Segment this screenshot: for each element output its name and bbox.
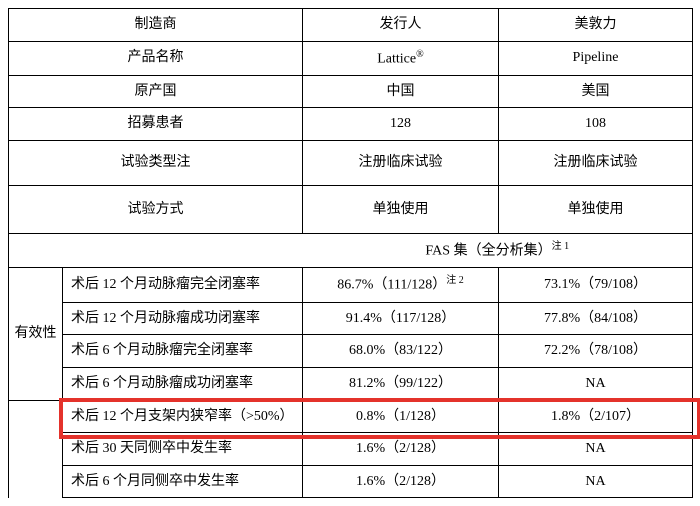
r4-label: 术后 6 个月动脉瘤成功闭塞率 xyxy=(63,367,303,400)
col-medtronic: 美敦力 xyxy=(499,9,693,42)
col-issuer: 发行人 xyxy=(303,9,499,42)
comparison-table: 制造商 发行人 美敦力 产品名称 Lattice® Pipeline 原产国 中… xyxy=(8,8,693,498)
origin-issuer: 中国 xyxy=(303,75,499,108)
r6-v1: 1.6%（2/128） xyxy=(303,433,499,466)
row-recruit: 招募患者 128 108 xyxy=(9,108,693,141)
r5-v2: 1.8%（2/107） xyxy=(499,400,693,433)
r7-v2: NA xyxy=(499,465,693,498)
r5-label: 术后 12 个月支架内狭窄率（>50%） xyxy=(63,400,303,433)
row-r2: 术后 12 个月动脉瘤成功闭塞率 91.4%（117/128） 77.8%（84… xyxy=(9,302,693,335)
product-issuer: Lattice® xyxy=(303,41,499,75)
r1-label: 术后 12 个月动脉瘤完全闭塞率 xyxy=(63,268,303,302)
r1-v2: 73.1%（79/108） xyxy=(499,268,693,302)
trialtype-medtronic: 注册临床试验 xyxy=(499,141,693,186)
row-r3: 术后 6 个月动脉瘤完全闭塞率 68.0%（83/122） 72.2%（78/1… xyxy=(9,335,693,368)
row-trialtype: 试验类型注 注册临床试验 注册临床试验 xyxy=(9,141,693,186)
fas-header-cell: FAS 集（全分析集）注 1 xyxy=(303,234,693,268)
r2-v2: 77.8%（84/108） xyxy=(499,302,693,335)
recruit-label: 招募患者 xyxy=(9,108,303,141)
r3-label: 术后 6 个月动脉瘤完全闭塞率 xyxy=(63,335,303,368)
fas-spacer xyxy=(9,234,303,268)
row-manufacturer: 制造商 发行人 美敦力 xyxy=(9,9,693,42)
r2-v1: 91.4%（117/128） xyxy=(303,302,499,335)
origin-medtronic: 美国 xyxy=(499,75,693,108)
r3-v1: 68.0%（83/122） xyxy=(303,335,499,368)
row-r5: 术后 12 个月支架内狭窄率（>50%） 0.8%（1/128） 1.8%（2/… xyxy=(9,400,693,433)
method-medtronic: 单独使用 xyxy=(499,185,693,234)
group-effectiveness: 有效性 xyxy=(9,268,63,400)
r4-v1: 81.2%（99/122） xyxy=(303,367,499,400)
row-fas-header: FAS 集（全分析集）注 1 xyxy=(9,234,693,268)
product-label: 产品名称 xyxy=(9,41,303,75)
method-label: 试验方式 xyxy=(9,185,303,234)
r7-v1: 1.6%（2/128） xyxy=(303,465,499,498)
manufacturer-label: 制造商 xyxy=(9,9,303,42)
r6-label: 术后 30 天同侧卒中发生率 xyxy=(63,433,303,466)
row-r1: 有效性 术后 12 个月动脉瘤完全闭塞率 86.7%（111/128）注 2 7… xyxy=(9,268,693,302)
trialtype-label: 试验类型注 xyxy=(9,141,303,186)
row-method: 试验方式 单独使用 单独使用 xyxy=(9,185,693,234)
recruit-medtronic: 108 xyxy=(499,108,693,141)
r2-label: 术后 12 个月动脉瘤成功闭塞率 xyxy=(63,302,303,335)
row-r7: 术后 6 个月同侧卒中发生率 1.6%（2/128） NA xyxy=(9,465,693,498)
r3-v2: 72.2%（78/108） xyxy=(499,335,693,368)
r7-label: 术后 6 个月同侧卒中发生率 xyxy=(63,465,303,498)
r1-v1: 86.7%（111/128）注 2 xyxy=(303,268,499,302)
method-issuer: 单独使用 xyxy=(303,185,499,234)
row-r6: 术后 30 天同侧卒中发生率 1.6%（2/128） NA xyxy=(9,433,693,466)
r4-v2: NA xyxy=(499,367,693,400)
trialtype-issuer: 注册临床试验 xyxy=(303,141,499,186)
row-product: 产品名称 Lattice® Pipeline xyxy=(9,41,693,75)
recruit-issuer: 128 xyxy=(303,108,499,141)
product-medtronic: Pipeline xyxy=(499,41,693,75)
row-origin: 原产国 中国 美国 xyxy=(9,75,693,108)
r5-v1: 0.8%（1/128） xyxy=(303,400,499,433)
origin-label: 原产国 xyxy=(9,75,303,108)
table-wrapper: 制造商 发行人 美敦力 产品名称 Lattice® Pipeline 原产国 中… xyxy=(8,8,692,498)
group-next xyxy=(9,400,63,498)
r6-v2: NA xyxy=(499,433,693,466)
row-r4: 术后 6 个月动脉瘤成功闭塞率 81.2%（99/122） NA xyxy=(9,367,693,400)
